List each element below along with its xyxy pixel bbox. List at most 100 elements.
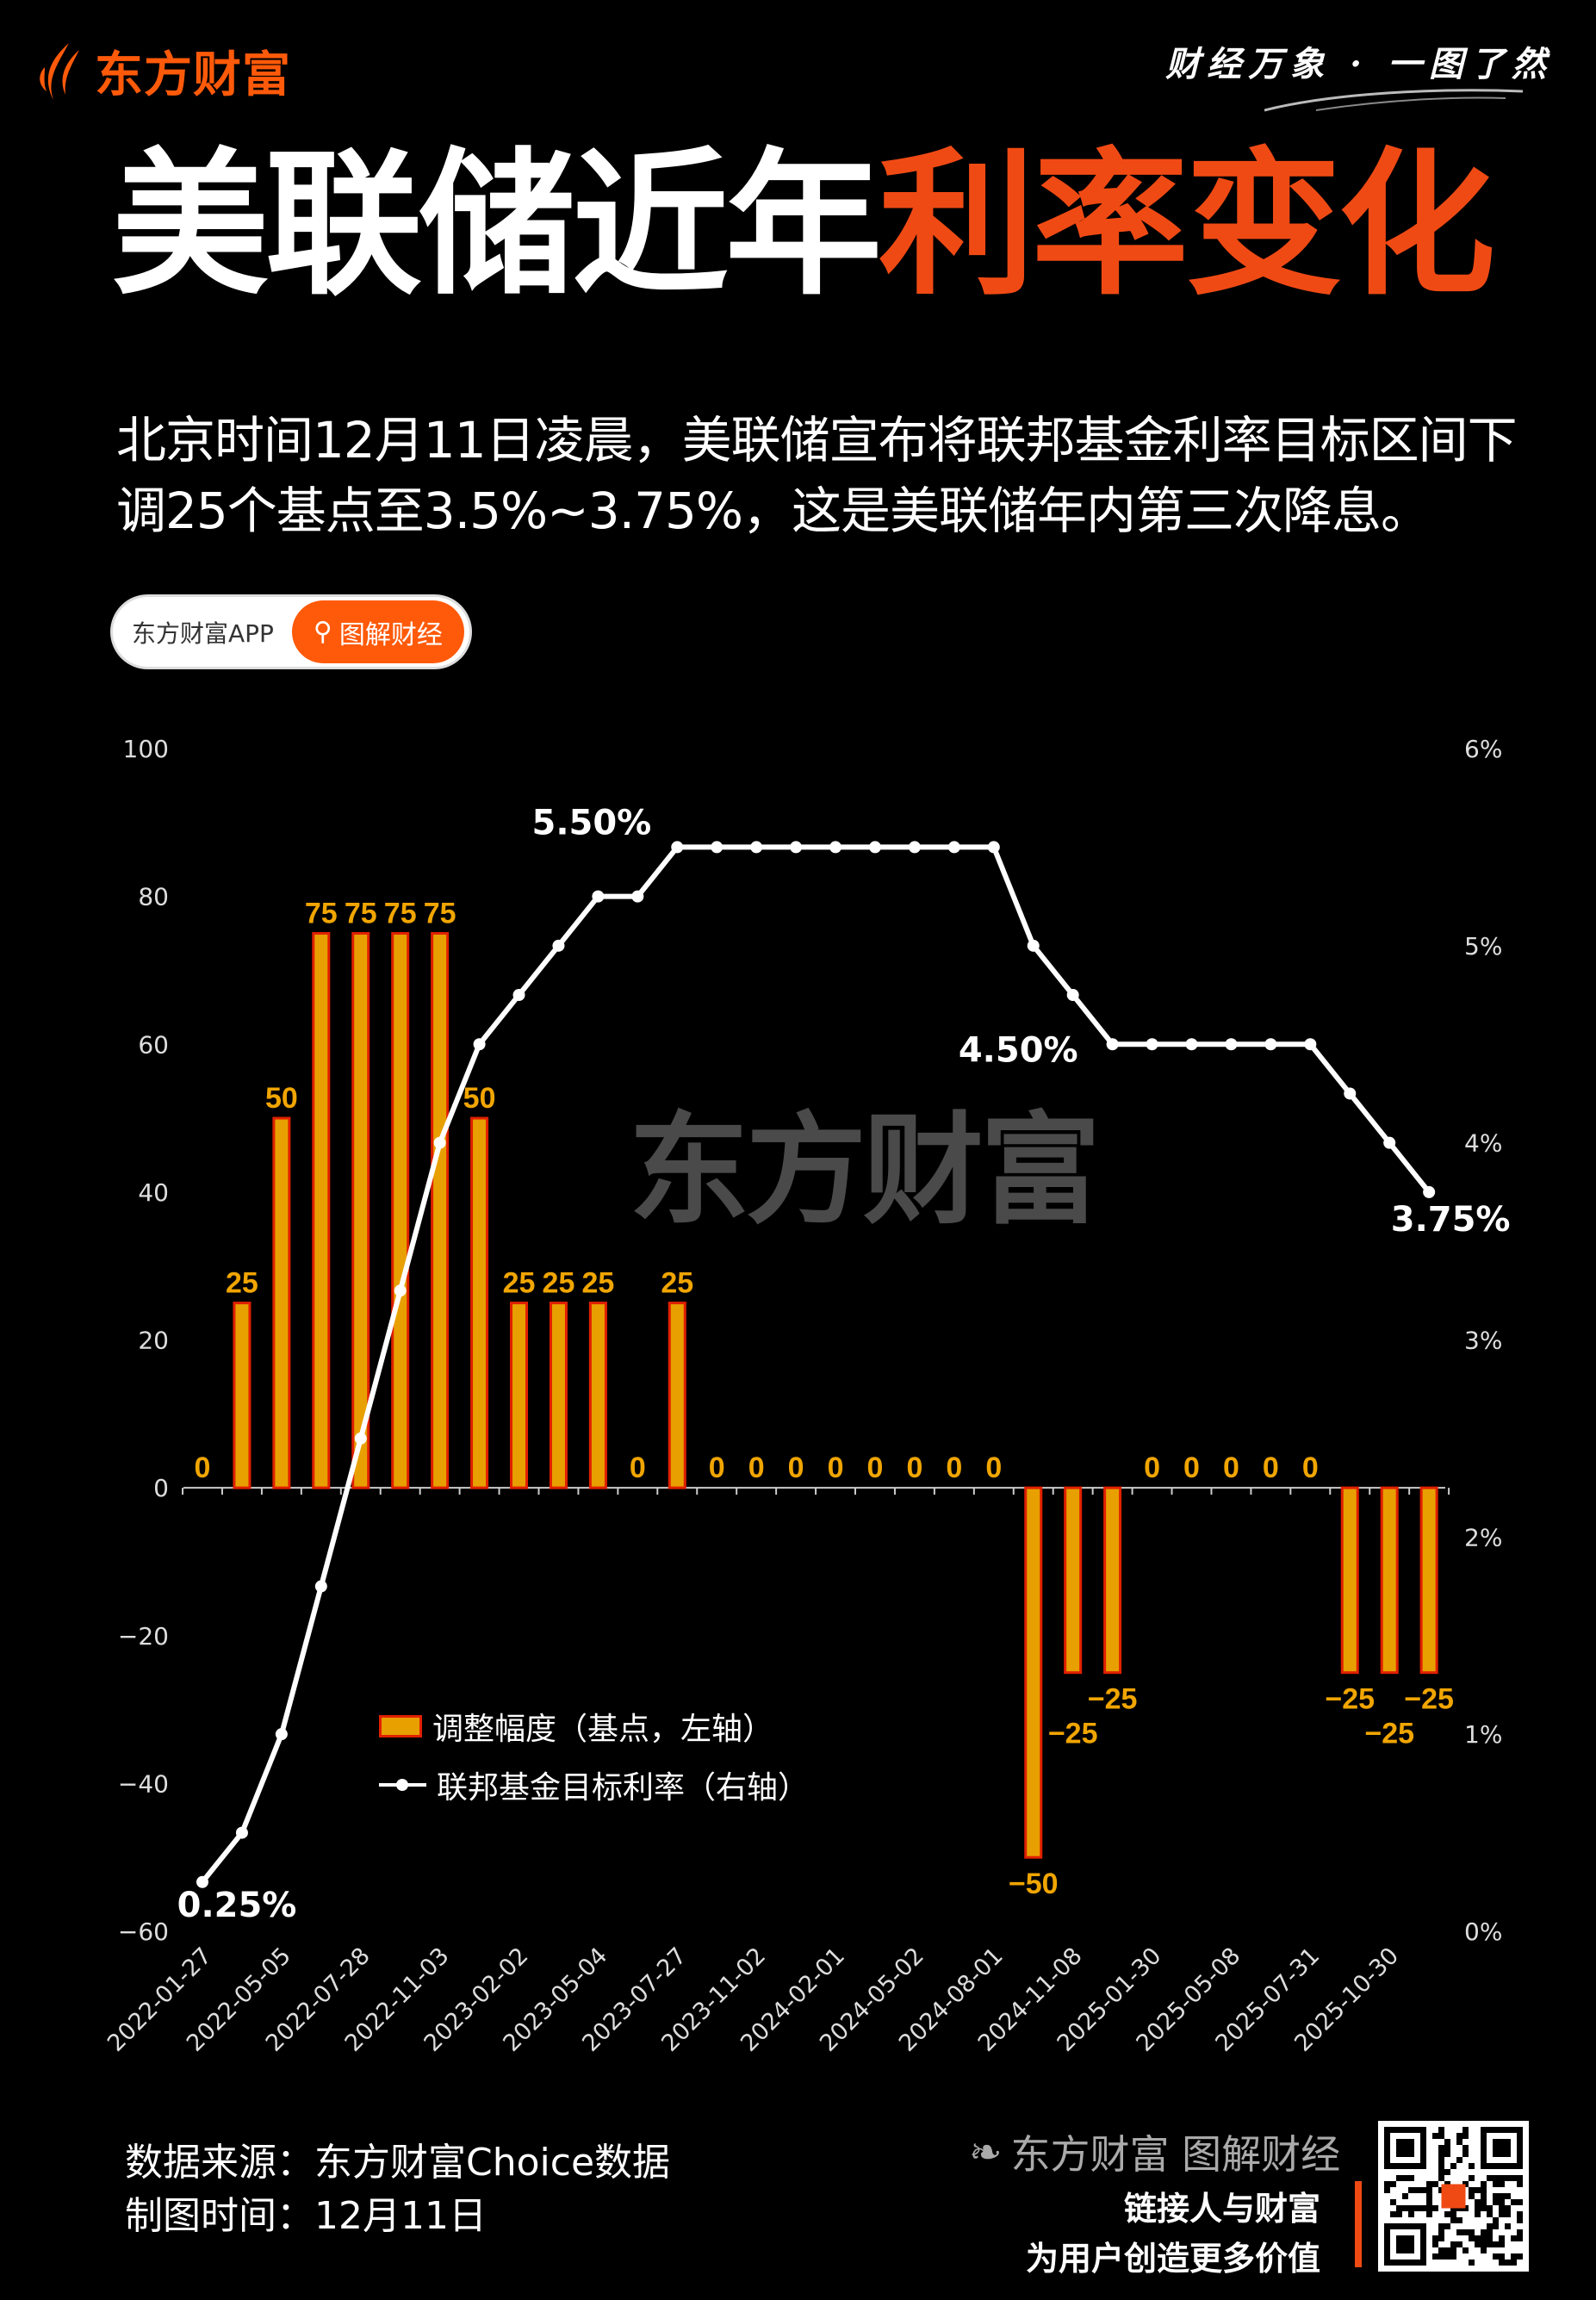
rate-point <box>1146 1038 1158 1051</box>
app-search-pill[interactable]: 东方财富APP ⚲ 图解财经 <box>110 594 472 669</box>
rate-point <box>868 841 881 854</box>
rate-label: 5.50% <box>531 803 651 842</box>
bar-value-label: 0 <box>828 1451 844 1484</box>
y-left-tick-label: 60 <box>138 1030 169 1059</box>
rate-point <box>512 989 525 1002</box>
rate-point <box>750 841 763 854</box>
subtitle: 北京时间12月11日凌晨，美联储宣布将联邦基金利率目标区间下调25个基点至3.5… <box>116 411 1518 540</box>
bar <box>1380 1486 1399 1675</box>
bar <box>588 1302 607 1489</box>
rate-point <box>671 841 684 854</box>
bar-value-label: −50 <box>1009 1868 1059 1900</box>
bar <box>391 932 410 1489</box>
bar-value-label: 75 <box>384 898 417 930</box>
bar-value-label: 0 <box>788 1451 804 1484</box>
bar <box>1064 1486 1083 1675</box>
bar-value-label: 50 <box>265 1082 298 1115</box>
rate-point <box>987 841 1000 854</box>
y-left-tick-label: 40 <box>138 1178 169 1207</box>
pill-search-button[interactable]: ⚲ 图解财经 <box>291 600 464 663</box>
y-right-tick-label: 5% <box>1464 932 1502 960</box>
rate-point <box>196 1875 208 1888</box>
footer-source: 数据来源：东方财富Choice数据 制图时间：12月11日 <box>125 2136 670 2243</box>
slogan: 财经万象 · 一图了然 <box>1165 44 1553 84</box>
brush-stroke-decoration <box>1264 89 1523 112</box>
footer-brand: ❧ 东方财富 图解财经 <box>969 2123 1340 2180</box>
bar-value-label: 50 <box>463 1082 496 1115</box>
bar-value-label: 75 <box>424 898 456 930</box>
rate-point <box>908 841 921 854</box>
search-icon: ⚲ <box>313 617 332 647</box>
rate-point <box>711 841 723 854</box>
accent-divider <box>1355 2181 1362 2267</box>
footer-slogan-1: 链接人与财富 <box>1123 2190 1320 2228</box>
rate-point <box>473 1038 486 1051</box>
rate-point <box>1423 1185 1436 1198</box>
y-left-tick-label: 100 <box>123 735 169 763</box>
rate-point <box>790 841 803 854</box>
bar-value-label: 0 <box>1302 1451 1319 1484</box>
pill-search-label: 图解财经 <box>338 619 443 650</box>
bar-value-label: 0 <box>1183 1451 1200 1484</box>
bar-value-label: 0 <box>1263 1451 1279 1484</box>
flame-logo-icon <box>40 42 79 100</box>
bar-value-label: 0 <box>946 1451 962 1484</box>
bar-value-label: 0 <box>748 1451 765 1484</box>
bar-value-label: 25 <box>543 1267 575 1300</box>
bar-value-label: 0 <box>195 1451 211 1484</box>
rate-point <box>1066 989 1079 1002</box>
y-right-tick-label: 0% <box>1464 1918 1502 1946</box>
bar-value-label: 0 <box>709 1451 725 1484</box>
legend-line-label: 联邦基金目标利率（右轴） <box>437 1770 810 1806</box>
bar-value-label: 0 <box>1223 1451 1239 1484</box>
rate-point <box>433 1136 446 1149</box>
bar-value-label: 0 <box>985 1451 1002 1484</box>
legend: 调整幅度（基点，左轴） 联邦基金目标利率（右轴） <box>379 1697 809 1814</box>
rate-point <box>829 841 842 854</box>
rate-line <box>200 844 1431 1884</box>
bar <box>668 1302 686 1489</box>
title-white: 美联储近年 <box>112 134 882 316</box>
bar-value-label: 25 <box>661 1267 693 1300</box>
footer-slogan: 链接人与财富 为用户创造更多价值 <box>1026 2184 1320 2284</box>
bar-value-label: −25 <box>1048 1718 1098 1750</box>
bar <box>470 1116 489 1489</box>
watermark: 东方财富 <box>629 1101 1101 1241</box>
rate-point <box>552 939 565 952</box>
rate-point <box>235 1826 248 1839</box>
bar <box>351 932 370 1489</box>
rate-point <box>275 1728 288 1741</box>
rate-label: 4.50% <box>959 1030 1078 1070</box>
y-right-tick-label: 2% <box>1464 1523 1502 1551</box>
bar <box>1340 1486 1359 1675</box>
y-left-tick-label: 0 <box>153 1474 169 1502</box>
legend-line-swatch <box>379 1774 426 1796</box>
qr-code[interactable] <box>1378 2121 1529 2272</box>
rate-point <box>1225 1038 1238 1051</box>
title-orange: 利率变化 <box>879 134 1495 316</box>
bar <box>1419 1486 1438 1675</box>
bar-value-label: −25 <box>1364 1718 1414 1750</box>
rate-point <box>592 890 605 903</box>
rate-point <box>394 1284 407 1297</box>
bar-value-label: −25 <box>1404 1683 1454 1716</box>
bar <box>1103 1486 1122 1675</box>
rate-point <box>1106 1038 1119 1051</box>
rate-point <box>1383 1136 1396 1149</box>
bar-value-label: −25 <box>1088 1683 1138 1716</box>
legend-item-bar: 调整幅度（基点，左轴） <box>379 1697 809 1756</box>
y-right-tick-label: 6% <box>1464 735 1502 763</box>
bar-value-label: −25 <box>1325 1683 1375 1716</box>
y-left-tick-label: −60 <box>118 1918 169 1946</box>
flame-logo-icon: ❧ <box>969 2129 1003 2175</box>
rate-point <box>314 1580 327 1593</box>
y-right-tick-label: 1% <box>1464 1720 1502 1749</box>
footer-slogan-2: 为用户创造更多价值 <box>1025 2240 1320 2278</box>
legend-bar-label: 调整幅度（基点，左轴） <box>432 1712 774 1747</box>
rate-label: 0.25% <box>177 1886 297 1925</box>
bar <box>1024 1486 1043 1859</box>
rate-point <box>1185 1038 1198 1051</box>
bar-value-label: 0 <box>867 1451 884 1484</box>
y-left-tick-label: 20 <box>138 1327 169 1355</box>
